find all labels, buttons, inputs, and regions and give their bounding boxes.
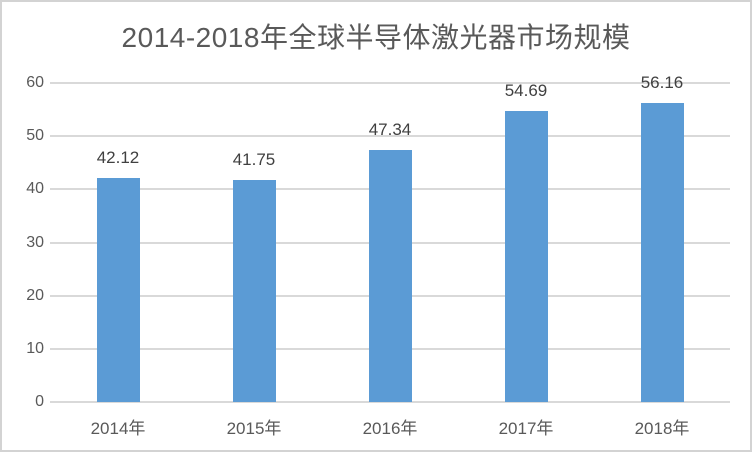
bar-value-label: 56.16 xyxy=(640,73,684,93)
y-tick-label: 10 xyxy=(26,339,44,357)
x-tick-label: 2015年 xyxy=(226,419,282,438)
x-tick-label: 2017年 xyxy=(498,419,554,438)
bar-2018年 xyxy=(640,103,684,402)
gridline xyxy=(50,82,730,84)
bar-2017年 xyxy=(504,111,548,402)
x-axis-line xyxy=(50,401,730,403)
y-tick-label: 0 xyxy=(35,393,44,410)
y-tick-label: 40 xyxy=(26,180,44,198)
bar-value-label: 42.12 xyxy=(96,148,140,168)
bar-value-label: 41.75 xyxy=(232,150,276,170)
chart-title: 2014-2018年全球半导体激光器市场规模 xyxy=(121,22,631,53)
x-axis: 2014年 2015年 2016年 2017年 2018年 xyxy=(50,410,730,440)
bar-2015年 xyxy=(232,180,276,402)
y-tick-label: 60 xyxy=(26,74,44,91)
y-tick-label: 30 xyxy=(26,233,44,251)
bar-2014年 xyxy=(96,178,140,402)
x-tick-label: 2016年 xyxy=(362,419,418,438)
y-tick-label: 20 xyxy=(26,286,44,304)
x-tick-label: 2018年 xyxy=(634,419,690,438)
bar-value-label: 47.34 xyxy=(368,120,412,140)
y-axis: 0 10 20 30 40 50 60 xyxy=(2,74,44,410)
gridline xyxy=(50,135,730,138)
y-tick-label: 50 xyxy=(26,127,44,145)
bar-2016年 xyxy=(368,150,412,402)
bar-value-label: 54.69 xyxy=(504,81,548,101)
plot-area: 42.12 41.75 47.34 54.69 56.16 xyxy=(50,73,730,403)
x-tick-label: 2014年 xyxy=(90,419,146,438)
